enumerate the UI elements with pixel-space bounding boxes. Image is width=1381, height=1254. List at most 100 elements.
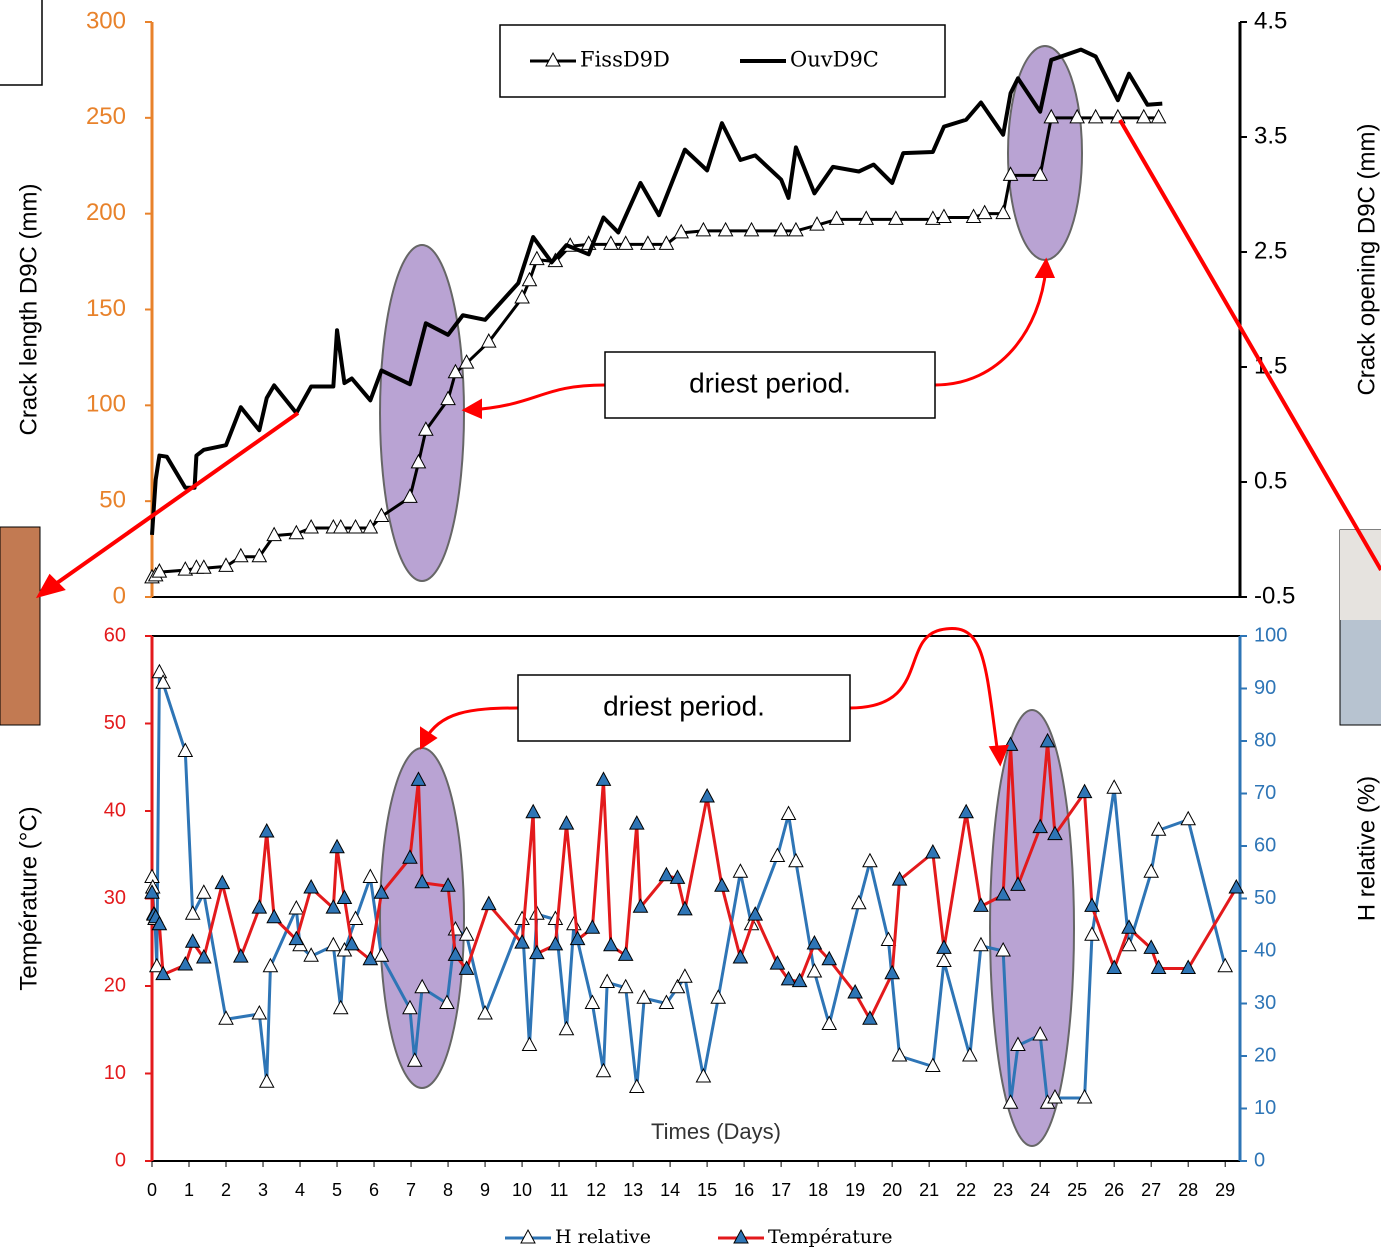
marker <box>770 849 784 862</box>
marker <box>363 870 377 883</box>
marker <box>596 772 610 785</box>
y-tick-label: 10 <box>104 1062 126 1084</box>
photo-left <box>0 527 40 725</box>
marker <box>926 845 940 858</box>
y-tick-label: 0 <box>115 1149 126 1171</box>
arrow-head <box>422 730 434 746</box>
x-tick-label: 21 <box>919 1180 939 1200</box>
arrow <box>425 708 518 740</box>
y2-axis-label: H relative (%) <box>1353 776 1380 921</box>
marker <box>604 938 618 951</box>
y-tick-label: 250 <box>86 103 126 130</box>
x-tick-label: 11 <box>550 1180 569 1200</box>
highlight-ellipse <box>990 710 1074 1146</box>
marker <box>1085 927 1099 940</box>
marker <box>789 854 803 867</box>
marker <box>937 954 951 967</box>
marker <box>959 805 973 818</box>
marker <box>260 1074 274 1087</box>
y-tick-label: 100 <box>86 391 126 418</box>
y2-tick-label: 70 <box>1254 782 1276 804</box>
legend-label: Température <box>768 1226 892 1248</box>
marker <box>637 990 651 1003</box>
y2-tick-label: 20 <box>1254 1044 1276 1066</box>
x-tick-label: 25 <box>1067 1180 1087 1200</box>
legend-label: FissD9D <box>580 48 670 72</box>
marker <box>1078 785 1092 798</box>
marker <box>863 854 877 867</box>
marker <box>1107 780 1121 793</box>
marker <box>548 937 562 950</box>
marker <box>267 910 281 923</box>
cropped-box <box>0 0 42 85</box>
y2-tick-label: 3.5 <box>1254 122 1287 149</box>
annotation: driest period. <box>689 367 851 398</box>
x-tick-label: 22 <box>956 1180 976 1200</box>
marker <box>659 868 673 881</box>
marker <box>937 940 951 953</box>
marker <box>252 900 266 913</box>
marker <box>260 824 274 837</box>
marker <box>585 996 599 1009</box>
marker <box>963 1048 977 1061</box>
marker <box>559 1022 573 1035</box>
arrow <box>1120 120 1381 570</box>
y-tick-label: 150 <box>86 295 126 322</box>
x-tick-label: 13 <box>623 1180 643 1200</box>
marker <box>600 975 614 988</box>
y2-axis-label: Crack opening D9C (mm) <box>1353 123 1380 395</box>
annotation: driest period. <box>603 690 765 721</box>
marker <box>252 1006 266 1019</box>
marker <box>178 957 192 970</box>
x-tick-label: 0 <box>147 1180 157 1200</box>
marker <box>337 891 351 904</box>
x-tick-label: 14 <box>660 1180 680 1200</box>
legend-label: OuvD9C <box>790 48 879 72</box>
marker <box>893 872 907 885</box>
marker <box>478 1006 492 1019</box>
arrow-head <box>1038 262 1052 276</box>
marker <box>700 789 714 802</box>
x-tick-label: 9 <box>480 1180 490 1200</box>
marker <box>782 807 796 820</box>
marker <box>482 897 496 910</box>
marker <box>596 1064 610 1077</box>
x-tick-label: 16 <box>734 1180 754 1200</box>
y2-tick-label: 40 <box>1254 939 1276 961</box>
marker <box>515 290 529 303</box>
marker <box>630 1080 644 1093</box>
marker <box>234 949 248 962</box>
marker <box>215 876 229 889</box>
x-tick-label: 26 <box>1104 1180 1124 1200</box>
page: 050100150200250300-0.50.51.52.53.54.5Cra… <box>0 0 1381 1254</box>
marker <box>186 934 200 947</box>
x-tick-label: 19 <box>845 1180 865 1200</box>
x-tick-label: 5 <box>332 1180 342 1200</box>
marker <box>1107 961 1121 974</box>
series-line <box>152 118 1159 578</box>
x-tick-label: 4 <box>295 1180 305 1200</box>
x-tick-label: 2 <box>221 1180 231 1200</box>
y-tick-label: 0 <box>113 582 126 609</box>
marker <box>733 864 747 877</box>
marker <box>304 880 318 893</box>
marker <box>1181 812 1195 825</box>
x-tick-label: 8 <box>443 1180 453 1200</box>
marker <box>289 901 303 914</box>
figure: 050100150200250300-0.50.51.52.53.54.5Cra… <box>0 0 1381 1254</box>
marker <box>522 1038 536 1051</box>
y2-tick-label: 10 <box>1254 1097 1276 1119</box>
y2-tick-label: 0.5 <box>1254 467 1287 494</box>
y-tick-label: 30 <box>104 887 126 909</box>
y-tick-label: 200 <box>86 199 126 226</box>
marker <box>197 885 211 898</box>
x-axis-label: Times (Days) <box>651 1119 781 1144</box>
arrow <box>470 385 605 410</box>
marker <box>515 912 529 925</box>
marker <box>1144 864 1158 877</box>
y2-tick-label: 50 <box>1254 887 1276 909</box>
marker <box>330 840 344 853</box>
x-tick-label: 18 <box>808 1180 828 1200</box>
arrow <box>850 629 998 755</box>
marker <box>526 805 540 818</box>
